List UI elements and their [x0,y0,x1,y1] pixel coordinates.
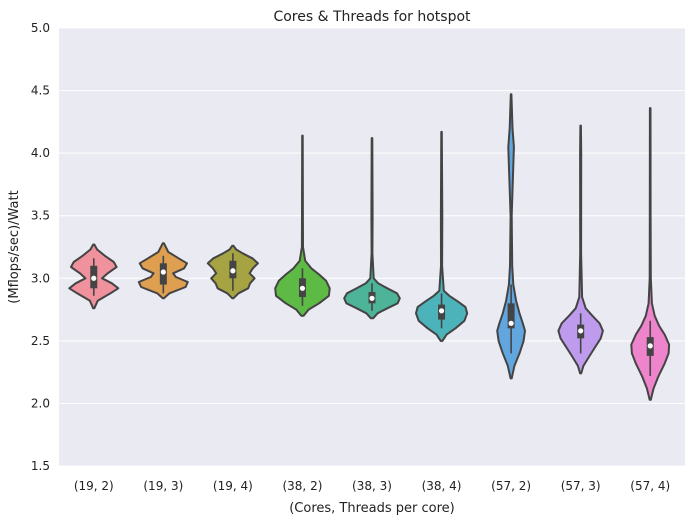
x-tick-label: (19, 4) [213,479,253,493]
violins [68,93,671,401]
x-tick-label: (57, 3) [561,479,601,493]
violin-1 [137,242,189,300]
violin-2 [206,244,259,300]
y-tick-labels: 1.5 2.0 2.5 3.0 3.5 4.0 4.5 5.0 [31,21,50,473]
x-tick-label: (19, 2) [74,479,114,493]
x-tick-labels: (19, 2) (19, 3) (19, 4) (38, 2) (38, 3) (38, … [74,479,670,493]
violin-median [230,268,236,274]
violin-median [647,343,653,349]
violin-median [369,295,375,301]
violin-iqr-box [507,303,515,329]
y-axis-label: (Mflops/sec)/Watt [7,190,22,303]
violin-median [578,328,584,334]
violin-body [557,124,604,375]
violin-body [415,130,469,342]
y-tick-label: 2.5 [31,334,50,348]
x-axis-label: (Cores, Threads per core) [289,501,455,516]
violin-body [496,93,526,380]
y-tick-label: 2.0 [31,396,50,410]
x-tick-label: (57, 2) [491,479,531,493]
y-tick-label: 3.0 [31,271,50,285]
x-tick-label: (19, 3) [143,479,183,493]
violin-body [274,134,331,317]
y-tick-label: 4.5 [31,84,50,98]
y-tick-label: 5.0 [31,21,50,35]
violin-0 [68,243,120,310]
x-tick-label: (57, 4) [630,479,670,493]
violin-median [438,308,445,314]
violin-3 [274,134,331,317]
y-tick-label: 3.5 [31,209,50,223]
violin-8 [630,107,671,401]
violin-5 [415,130,469,342]
violin-6 [496,93,526,380]
y-tick-label: 1.5 [31,459,50,473]
x-tick-label: (38, 4) [422,479,462,493]
violin-median [508,320,514,326]
x-tick-label: (38, 2) [282,479,322,493]
chart-title: Cores & Threads for hotspot [273,9,471,25]
violin-7 [557,124,604,375]
violin-4 [343,137,401,320]
violin-body [630,107,671,401]
violin-median [160,269,166,275]
violin-body [343,137,401,320]
x-tick-label: (38, 3) [352,479,392,493]
violin-median [299,285,306,291]
y-tick-label: 4.0 [31,146,50,160]
violin-median [91,275,97,281]
